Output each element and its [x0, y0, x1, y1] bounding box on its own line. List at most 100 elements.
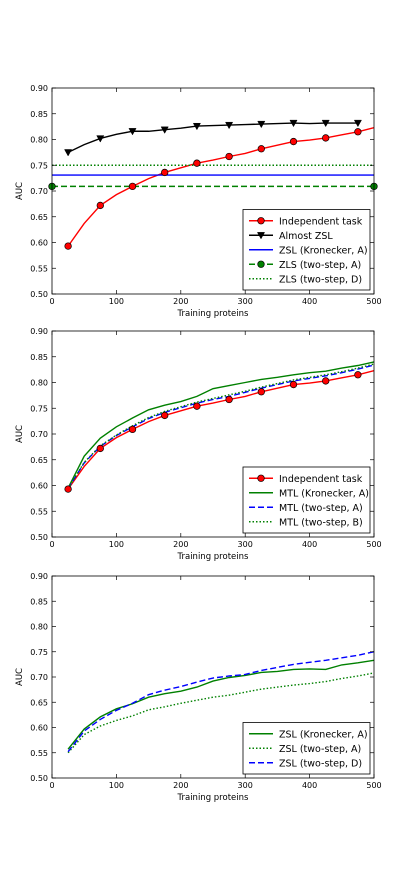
legend-label: MTL (two-step, A)	[279, 503, 363, 514]
marker-group	[64, 371, 362, 493]
y-tick-label: 0.65	[30, 456, 48, 465]
y-tick-label: 0.85	[30, 110, 48, 119]
y-tick-label: 0.90	[30, 572, 48, 581]
data-point	[160, 126, 169, 134]
y-tick-label: 0.75	[30, 161, 48, 170]
data-point	[128, 182, 137, 191]
data-point	[128, 425, 137, 434]
data-point	[192, 122, 201, 131]
data-point	[354, 128, 362, 136]
data-point	[225, 121, 234, 130]
y-tick-label: 0.55	[30, 507, 48, 516]
y-tick-label: 0.85	[30, 353, 48, 362]
legend: Independent task Almost ZSL ZSL (Kronecker…	[242, 209, 371, 291]
data-point	[322, 134, 330, 142]
data-point	[257, 120, 266, 129]
data-point	[193, 402, 201, 410]
y-tick-label: 0.80	[30, 379, 48, 388]
legend-marker	[257, 217, 265, 225]
x-tick-label: 500	[366, 540, 381, 549]
legend-label: MTL (two-step, B)	[279, 517, 363, 528]
y-tick-label: 0.60	[30, 724, 48, 733]
y-tick-label: 0.55	[30, 264, 48, 273]
y-tick-label: 0.90	[30, 327, 48, 336]
data-point	[354, 371, 362, 379]
legend-marker	[257, 474, 265, 482]
y-tick-label: 0.85	[30, 597, 48, 606]
legend-label: Independent task	[279, 216, 363, 227]
data-point	[289, 137, 298, 146]
data-point	[257, 388, 265, 396]
legend-marker	[256, 232, 266, 240]
marker-group	[48, 119, 378, 250]
legend-label: ZSL (Kronecker, A)	[279, 729, 368, 740]
x-tick-label: 300	[238, 781, 253, 790]
x-tick-label: 400	[302, 540, 317, 549]
data-point	[128, 128, 137, 136]
legend: Independent task MTL (Kronecker, A) MTL (t…	[242, 466, 371, 534]
series-group	[67, 651, 374, 754]
chart-panel-3: 0 100 200 300 400 500 0.50 0.55 0.60 0.65 0.70 0.75…	[15, 572, 382, 803]
x-tick-label: 200	[173, 540, 188, 549]
legend: ZSL (Kronecker, A) ZSL (two-step, A) ZSL (…	[242, 722, 371, 775]
data-point	[321, 119, 330, 128]
y-tick-label: 0.60	[30, 239, 48, 248]
x-axis-title: Training proteins	[177, 793, 249, 803]
legend-marker	[257, 260, 265, 268]
data-point	[96, 135, 105, 143]
x-axis-title: Training proteins	[177, 552, 249, 562]
legend-label: ZLS (two-step, A)	[279, 260, 361, 271]
legend-label: Almost ZSL	[279, 231, 333, 242]
chart-panel-1: 0 100 200 300 400 500 0.50 0.55 0.60 0.65 0.70 0.75…	[15, 84, 382, 319]
series-line-1	[67, 659, 374, 750]
y-tick-label: 0.80	[30, 136, 48, 145]
data-point	[193, 159, 201, 167]
data-point	[161, 168, 169, 177]
legend-label: ZSL (two-step, D)	[279, 758, 362, 769]
data-point	[64, 485, 72, 493]
chart-panel-2: 0 100 200 300 400 500 0.50 0.55 0.60 0.65 0.70 0.75…	[15, 327, 382, 562]
x-tick-label: 200	[173, 297, 188, 306]
data-point	[64, 149, 73, 157]
y-tick-label: 0.50	[30, 533, 48, 542]
legend-label: ZSL (two-step, A)	[279, 744, 361, 755]
x-tick-label: 100	[109, 781, 124, 790]
y-tick-label: 0.50	[30, 774, 48, 783]
x-tick-label: 500	[366, 781, 381, 790]
y-tick-label: 0.90	[30, 84, 48, 93]
data-point	[225, 395, 233, 404]
y-tick-label: 0.70	[30, 673, 48, 682]
data-point	[257, 145, 265, 153]
y-axis-title: AUC	[15, 668, 25, 686]
x-tick-label: 0	[49, 540, 54, 549]
x-tick-label: 200	[173, 781, 188, 790]
y-tick-label: 0.75	[30, 648, 48, 657]
y-axis-title: AUC	[15, 182, 25, 200]
y-axis-title: AUC	[15, 425, 25, 443]
y-tick-label: 0.65	[30, 213, 48, 222]
data-point	[64, 242, 72, 250]
x-tick-label: 0	[49, 781, 54, 790]
y-tick-label: 0.65	[30, 698, 48, 707]
y-tick-label: 0.60	[30, 482, 48, 491]
data-point	[289, 119, 298, 128]
legend-label: Independent task	[279, 474, 363, 485]
x-tick-label: 0	[49, 297, 54, 306]
data-point	[96, 444, 104, 453]
y-tick-label: 0.70	[30, 187, 48, 196]
data-point	[289, 380, 298, 389]
series-line-2	[67, 672, 374, 754]
x-tick-label: 400	[302, 297, 317, 306]
data-point	[322, 377, 330, 385]
data-point	[96, 201, 104, 210]
y-tick-label: 0.55	[30, 749, 48, 758]
x-tick-label: 400	[302, 781, 317, 790]
x-axis-title: Training proteins	[177, 309, 249, 319]
series-line-2	[67, 361, 374, 489]
x-tick-label: 300	[238, 540, 253, 549]
series-line-3	[67, 651, 374, 753]
x-tick-label: 500	[366, 297, 381, 306]
legend-label: MTL (Kronecker, A)	[279, 488, 369, 499]
y-tick-label: 0.50	[30, 290, 48, 299]
